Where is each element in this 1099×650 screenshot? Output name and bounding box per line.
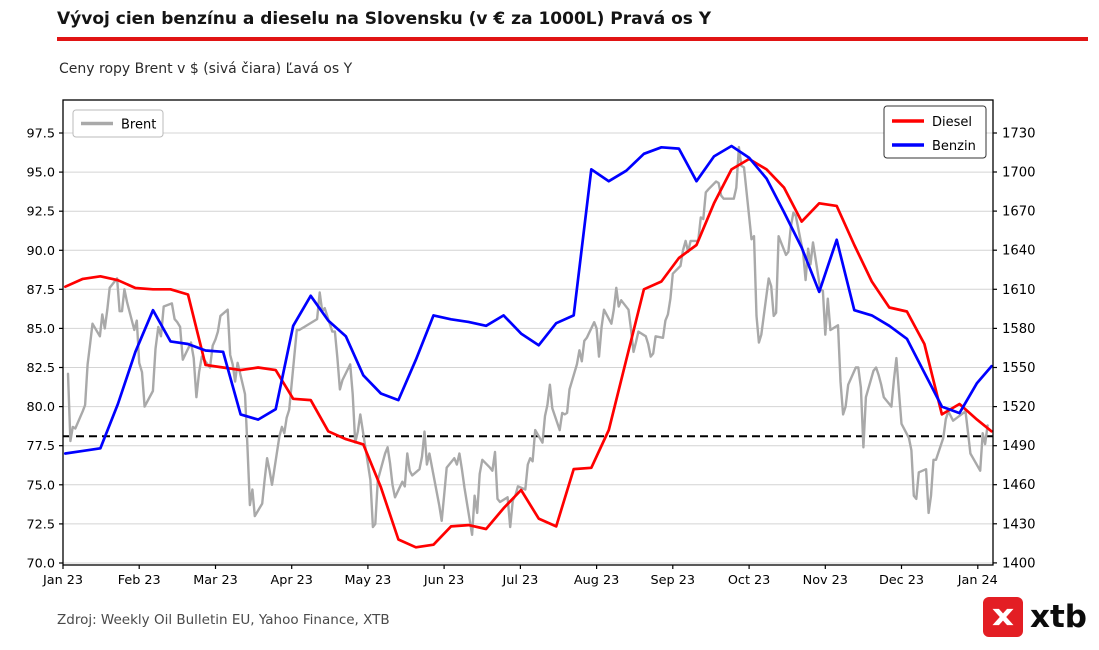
y-left-tick-label: 95.0 — [27, 166, 56, 181]
xtb-x-icon — [992, 608, 1014, 626]
y-left-tick-label: 87.5 — [27, 283, 56, 298]
y-right-tick-label: 1460 — [1002, 478, 1036, 493]
plot-border — [62, 99, 994, 566]
xtb-logo-text: xtb — [1029, 599, 1087, 635]
y-left-tick-label: 97.5 — [27, 127, 56, 142]
x-tick-label: Dec 23 — [879, 573, 924, 588]
diesel-line — [63, 157, 993, 549]
x-tick-label: Feb 23 — [118, 573, 161, 588]
benzin-line — [63, 144, 993, 455]
x-tick-label: Oct 23 — [728, 573, 770, 588]
y-right-tick-label: 1610 — [1002, 283, 1036, 298]
xtb-logo-mark — [982, 597, 1023, 637]
y-right-tick-label: 1550 — [1002, 361, 1036, 376]
y-left-tick-label: 90.0 — [27, 244, 56, 259]
x-tick-label: Aug 23 — [574, 573, 619, 588]
y-right-tick-label: 1640 — [1002, 244, 1036, 259]
y-right-tick-label: 1400 — [1002, 556, 1036, 571]
y-left-tick-label: 82.5 — [27, 361, 56, 376]
legend-diesel-label: Diesel — [932, 115, 972, 130]
x-tick-label: May 23 — [344, 573, 391, 588]
y-right-tick-label: 1430 — [1002, 517, 1036, 532]
chart-subtitle: Ceny ropy Brent v $ (sivá čiara) Ľavá os… — [59, 61, 353, 77]
source-note: Zdroj: Weekly Oil Bulletin EU, Yahoo Fin… — [57, 612, 390, 628]
x-tick-label: Jul 23 — [502, 573, 539, 588]
y-right-tick-label: 1700 — [1002, 166, 1036, 181]
x-tick-label: Jun 23 — [423, 573, 464, 588]
x-tick-label: Mar 23 — [193, 573, 238, 588]
y-left-tick-label: 72.5 — [27, 517, 56, 532]
y-right-tick-label: 1670 — [1002, 205, 1036, 220]
y-right-tick-label: 1580 — [1002, 322, 1036, 337]
y-left-tick-label: 92.5 — [27, 205, 56, 220]
title-underline — [57, 37, 1088, 41]
legend-brent-box — [72, 109, 164, 138]
x-tick-label: Apr 23 — [270, 573, 313, 588]
y-left-tick-label: 85.0 — [27, 322, 56, 337]
x-tick-label: Jan 24 — [957, 573, 998, 588]
x-tick-label: Jan 23 — [42, 573, 83, 588]
legend-benzin-label: Benzin — [932, 139, 976, 154]
y-right-tick-label: 1520 — [1002, 400, 1036, 415]
y-right-tick-label: 1490 — [1002, 439, 1036, 454]
brent-line — [66, 145, 989, 536]
y-left-tick-label: 77.5 — [27, 439, 56, 454]
y-left-tick-label: 70.0 — [27, 557, 56, 572]
x-tick-label: Sep 23 — [651, 573, 695, 588]
x-tick-label: Nov 23 — [803, 573, 848, 588]
xtb-logo: xtb — [982, 597, 1087, 637]
page-title: Vývoj cien benzínu a dieselu na Slovensk… — [57, 9, 712, 29]
y-left-tick-label: 75.0 — [27, 478, 56, 493]
y-right-tick-label: 1730 — [1002, 127, 1036, 142]
legend-brent-label: Brent — [121, 118, 156, 133]
y-left-tick-label: 80.0 — [27, 400, 56, 415]
